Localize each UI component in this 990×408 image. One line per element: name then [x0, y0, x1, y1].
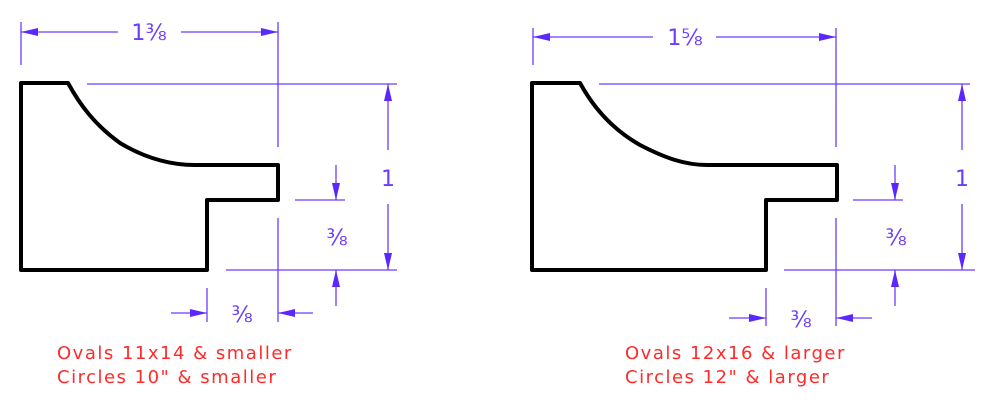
moulding-profile-outline: [19, 81, 280, 272]
width-label: 1⅜: [131, 21, 166, 46]
rabbet-width-dimension: ⅜: [171, 218, 313, 328]
rabbet-width-label: ⅜: [790, 308, 811, 333]
rabbet-width-label: ⅜: [231, 303, 252, 328]
height-dimension: 1: [87, 83, 397, 271]
rabbet-depth-dimension: ⅜: [853, 165, 907, 306]
rabbet-depth-dimension: ⅜: [295, 165, 348, 306]
rabbet-depth-label: ⅜: [326, 226, 347, 251]
note-ovals: Ovals 11x14 & smaller: [57, 343, 293, 364]
width-dimension: 1⅜: [20, 21, 279, 147]
rabbet-depth-label: ⅜: [885, 226, 906, 251]
note-ovals: Ovals 12x16 & larger: [625, 343, 846, 364]
width-dimension: 1⅝: [532, 26, 837, 147]
note-circles: Circles 10" & smaller: [57, 367, 277, 388]
width-label: 1⅝: [667, 26, 702, 51]
height-label: 1: [381, 167, 395, 192]
profile-large: 1⅝ 1 ⅜ ⅜ Ovals 12x16 & l: [530, 26, 975, 388]
height-label: 1: [955, 167, 969, 192]
note-circles: Circles 12" & larger: [625, 367, 830, 388]
height-dimension: 1: [599, 83, 975, 271]
rabbet-width-dimension: ⅜: [729, 218, 872, 333]
profile-small: 1⅜ 1 ⅜ ⅜: [19, 21, 397, 388]
moulding-profile-outline: [530, 81, 839, 272]
